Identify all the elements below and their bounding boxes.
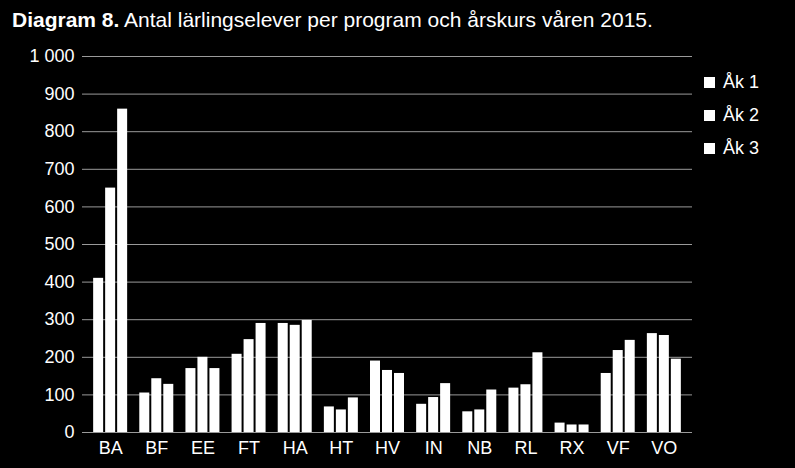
svg-text:BA: BA <box>99 438 123 458</box>
svg-text:0: 0 <box>64 422 74 442</box>
html-text:Åk 3: Åk 3 <box>723 138 759 158</box>
html-text:Diagram 8. Antal lärlingseleve: Diagram 8. Antal lärlingselever per prog… <box>12 8 653 31</box>
svg-text:FT: FT <box>238 438 260 458</box>
html-text:Åk 2: Åk 2 <box>723 105 759 125</box>
html-text:Åk 1: Åk 1 <box>723 72 759 92</box>
svg-text:NB: NB <box>467 438 492 458</box>
svg-text:RL: RL <box>514 438 537 458</box>
svg-text:HA: HA <box>283 438 308 458</box>
svg-text:1 000: 1 000 <box>29 46 74 66</box>
svg-text:IN: IN <box>425 438 443 458</box>
svg-text:VF: VF <box>607 438 630 458</box>
svg-text:900: 900 <box>44 84 74 104</box>
svg-text:500: 500 <box>44 234 74 254</box>
svg-text:RX: RX <box>560 438 585 458</box>
svg-text:EE: EE <box>191 438 215 458</box>
svg-text:200: 200 <box>44 347 74 367</box>
svg-text:VO: VO <box>651 438 677 458</box>
svg-text:BF: BF <box>145 438 168 458</box>
svg-text:400: 400 <box>44 272 74 292</box>
svg-text:HT: HT <box>329 438 353 458</box>
svg-text:100: 100 <box>44 385 74 405</box>
svg-text:800: 800 <box>44 121 74 141</box>
svg-text:600: 600 <box>44 197 74 217</box>
svg-text:HV: HV <box>375 438 400 458</box>
svg-text:700: 700 <box>44 159 74 179</box>
svg-text:300: 300 <box>44 309 74 329</box>
